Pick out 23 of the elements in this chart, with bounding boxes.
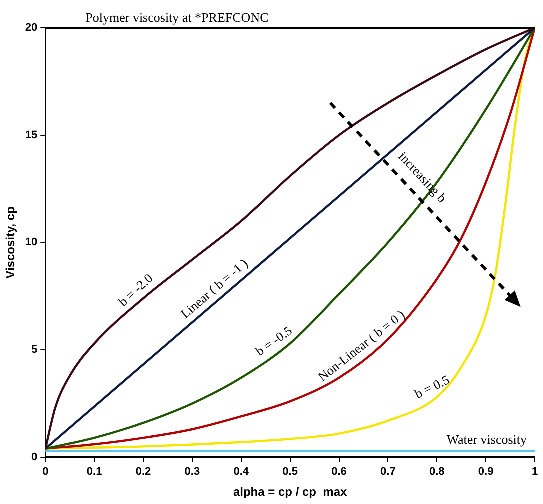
x-tick-label: 1 [532,466,538,478]
y-tick-label: 15 [25,129,38,142]
x-axis-title: alpha = cp / cp_max [233,485,348,500]
text: b = 0.5 [412,372,452,402]
x-tick-label: 0.1 [86,466,102,478]
x-tick-label: 0.9 [478,466,494,478]
x-tick-label: 0 [42,466,49,478]
x-tick-label: 0.7 [380,466,396,478]
x-tick-label: 0.8 [429,466,445,478]
ref-line-label: Polymer viscosity at *PREFCONC [86,10,269,25]
x-tick-label: 0.6 [332,466,347,478]
y-tick-label: 20 [25,22,38,34]
y-tick-label: 0 [32,451,38,464]
y-tick-label: 5 [32,344,38,356]
ref-line-label: Water viscosity [446,432,528,447]
y-axis-title: Viscosity, cp [4,206,18,279]
x-tick-label: 0.4 [234,466,250,478]
x-tick-label: 0.3 [184,466,200,478]
y-tick-label: 10 [25,236,38,249]
x-tick-label: 0.5 [282,466,298,478]
text: b = -0.5 [252,323,295,359]
x-tick-label: 0.2 [136,466,152,478]
text: b = -2.0 [116,270,156,310]
